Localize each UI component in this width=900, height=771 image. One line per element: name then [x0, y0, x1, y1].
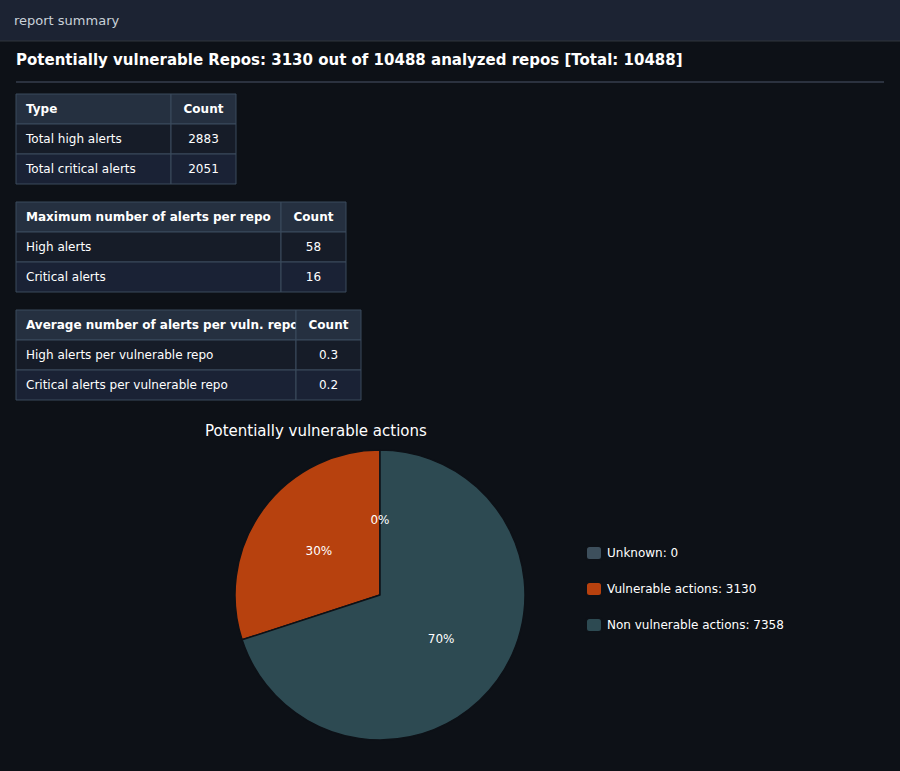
svg-text:Total high alerts: Total high alerts — [25, 132, 122, 146]
svg-text:58: 58 — [306, 240, 321, 254]
svg-text:Potentially vulnerable actions: Potentially vulnerable actions — [205, 422, 427, 440]
svg-text:Non vulnerable actions: 7358: Non vulnerable actions: 7358 — [607, 618, 784, 632]
svg-text:70%: 70% — [428, 632, 455, 646]
svg-text:2883: 2883 — [188, 132, 219, 146]
svg-text:Vulnerable actions: 3130: Vulnerable actions: 3130 — [607, 582, 756, 596]
svg-text:Total critical alerts: Total critical alerts — [25, 162, 136, 176]
svg-text:Count: Count — [309, 318, 349, 332]
svg-text:30%: 30% — [306, 544, 333, 558]
svg-text:0%: 0% — [370, 513, 389, 527]
svg-text:Average number of alerts per v: Average number of alerts per vuln. repo — [26, 318, 299, 332]
svg-text:High alerts: High alerts — [26, 240, 91, 254]
svg-text:Critical alerts: Critical alerts — [26, 270, 106, 284]
svg-text:0.3: 0.3 — [319, 348, 338, 362]
svg-text:High alerts per vulnerable rep: High alerts per vulnerable repo — [26, 348, 213, 362]
svg-text:Unknown: 0: Unknown: 0 — [607, 546, 678, 560]
svg-text:report summary: report summary — [14, 13, 119, 28]
svg-text:Count: Count — [294, 210, 334, 224]
svg-text:2051: 2051 — [188, 162, 219, 176]
svg-text:Critical alerts per vulnerable: Critical alerts per vulnerable repo — [26, 378, 228, 392]
svg-text:0.2: 0.2 — [319, 378, 338, 392]
svg-text:16: 16 — [306, 270, 321, 284]
svg-text:Count: Count — [184, 102, 224, 116]
svg-text:Type: Type — [26, 102, 57, 116]
svg-text:Potentially vulnerable Repos:: Potentially vulnerable Repos: 3130 out o… — [16, 51, 683, 69]
svg-text:Maximum number of alerts per r: Maximum number of alerts per repo — [26, 210, 271, 224]
